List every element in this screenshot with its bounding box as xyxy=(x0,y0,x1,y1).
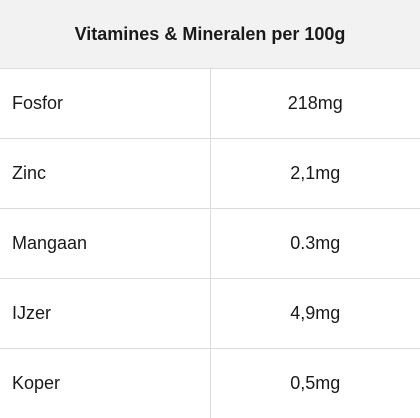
nutrient-name: Mangaan xyxy=(0,208,211,279)
nutrient-amount: 0,5mg xyxy=(290,373,341,393)
table-row: Zinc 2,1mg xyxy=(0,138,420,209)
table-row: Mangaan 0.3mg xyxy=(0,208,420,279)
nutrient-amount: 218mg xyxy=(210,68,420,139)
header-row: Vitamines & Mineralen per 100g xyxy=(0,0,420,69)
table-head: Vitamines & Mineralen per 100g xyxy=(0,0,420,69)
table-row: IJzer 4,9mg xyxy=(0,278,420,349)
nutrient-name: Zinc xyxy=(0,138,211,209)
nutrient-amount: 4,9mg xyxy=(210,278,420,349)
table-body: Fosfor 218mg Zinc 2,1mg Mangaan 0.3mg IJzer 4,9… xyxy=(0,68,420,418)
table-row: Koper 0,5mg xyxy=(0,348,420,418)
nutrient-name: Koper xyxy=(0,348,211,418)
table-row: Fosfor 218mg xyxy=(0,68,420,139)
table-title: Vitamines & Mineralen per 100g xyxy=(0,0,420,69)
nutrient-name: IJzer xyxy=(0,278,211,349)
nutrient-amount: 0.3mg xyxy=(210,208,420,279)
nutrient-amount: 2,1mg xyxy=(210,138,420,209)
nutrient-name: Fosfor xyxy=(0,68,211,139)
